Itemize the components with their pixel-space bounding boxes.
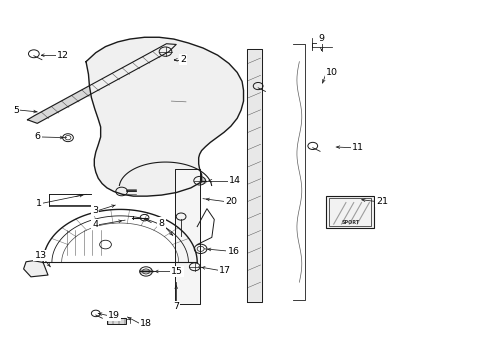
Text: 5: 5 <box>13 105 19 114</box>
Text: SPORT: SPORT <box>341 220 359 225</box>
Text: 8: 8 <box>158 219 164 228</box>
Text: 2: 2 <box>180 55 185 64</box>
Text: 14: 14 <box>228 176 241 185</box>
Polygon shape <box>23 261 48 277</box>
Text: 7: 7 <box>173 302 179 311</box>
Polygon shape <box>246 49 261 302</box>
Text: 12: 12 <box>57 51 69 60</box>
Polygon shape <box>86 37 243 196</box>
Text: 17: 17 <box>219 266 231 275</box>
Text: 6: 6 <box>35 132 41 141</box>
Bar <box>107 318 126 324</box>
Text: 18: 18 <box>140 319 151 328</box>
Text: 15: 15 <box>171 267 183 276</box>
Polygon shape <box>175 169 199 304</box>
Text: 16: 16 <box>227 247 239 256</box>
Text: 11: 11 <box>351 143 363 152</box>
Text: 9: 9 <box>318 34 324 43</box>
Text: 20: 20 <box>224 197 237 206</box>
Text: 4: 4 <box>92 220 98 229</box>
Text: 13: 13 <box>35 251 47 260</box>
Bar <box>326 196 373 228</box>
Text: 19: 19 <box>108 311 120 320</box>
Text: 10: 10 <box>326 68 338 77</box>
Text: 3: 3 <box>92 206 98 215</box>
Text: 21: 21 <box>375 197 387 206</box>
Bar <box>329 198 370 226</box>
Polygon shape <box>27 44 176 123</box>
Text: 1: 1 <box>36 199 42 208</box>
